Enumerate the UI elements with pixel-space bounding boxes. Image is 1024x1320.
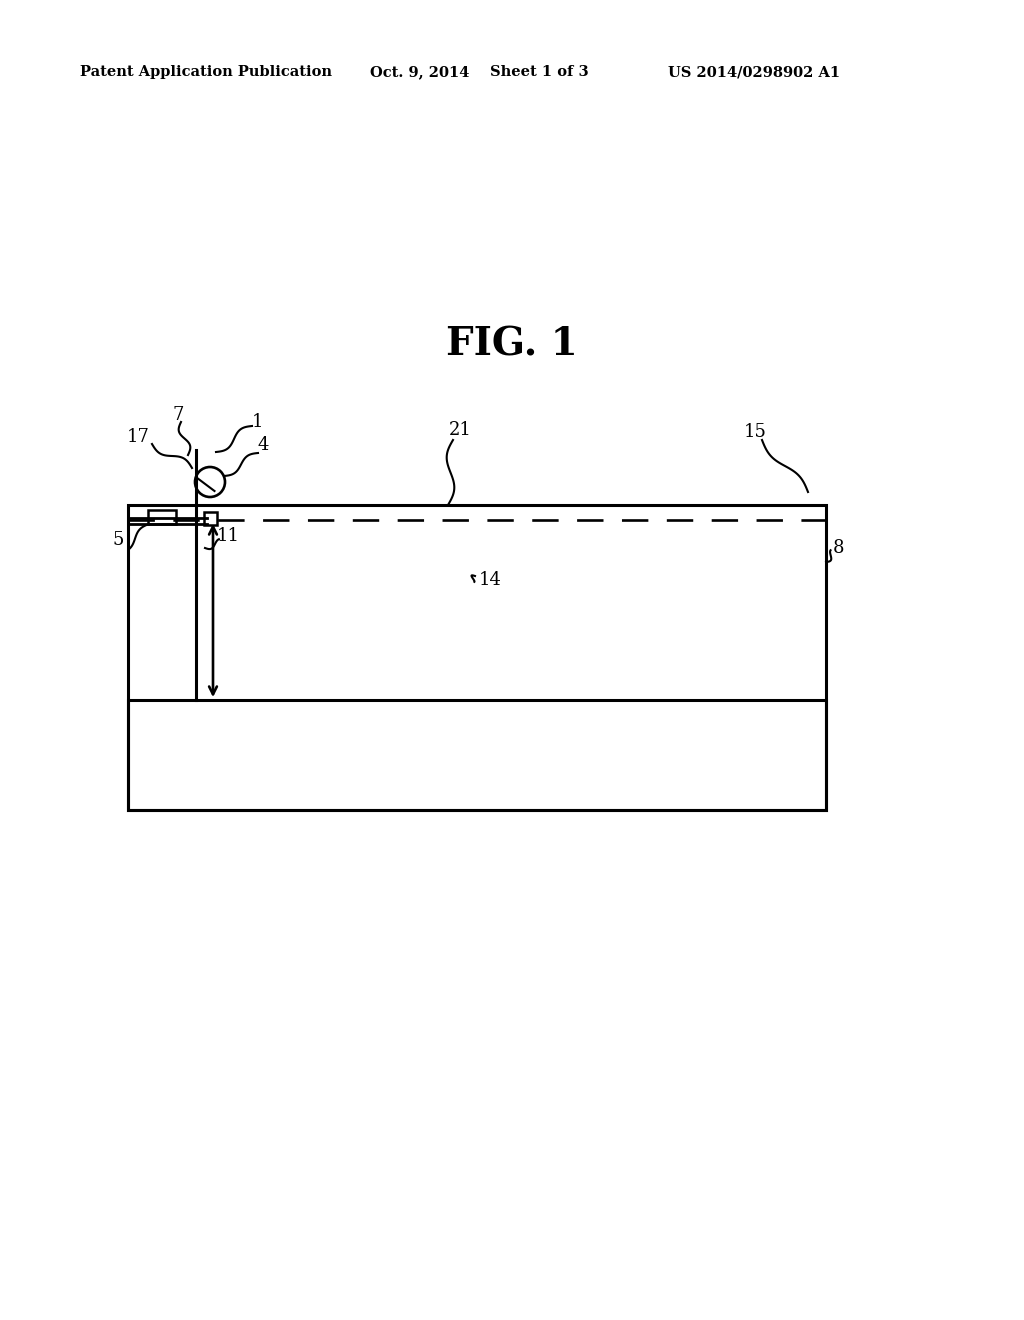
Bar xyxy=(148,510,176,524)
Text: Sheet 1 of 3: Sheet 1 of 3 xyxy=(490,65,589,79)
Text: 14: 14 xyxy=(478,572,502,589)
Text: Patent Application Publication: Patent Application Publication xyxy=(80,65,332,79)
Bar xyxy=(204,512,217,525)
Text: 17: 17 xyxy=(127,428,150,446)
Bar xyxy=(128,700,826,810)
Text: US 2014/0298902 A1: US 2014/0298902 A1 xyxy=(668,65,840,79)
Text: 7: 7 xyxy=(172,407,183,424)
Bar xyxy=(128,506,826,810)
Text: 15: 15 xyxy=(743,422,766,441)
Text: 8: 8 xyxy=(833,539,844,557)
Text: 5: 5 xyxy=(113,531,124,549)
Text: 11: 11 xyxy=(216,527,240,545)
Text: FIG. 1: FIG. 1 xyxy=(446,326,578,364)
Circle shape xyxy=(195,467,225,498)
Text: 4: 4 xyxy=(257,436,268,454)
Text: 1: 1 xyxy=(252,413,264,432)
Text: 21: 21 xyxy=(449,421,471,440)
Text: Oct. 9, 2014: Oct. 9, 2014 xyxy=(370,65,469,79)
